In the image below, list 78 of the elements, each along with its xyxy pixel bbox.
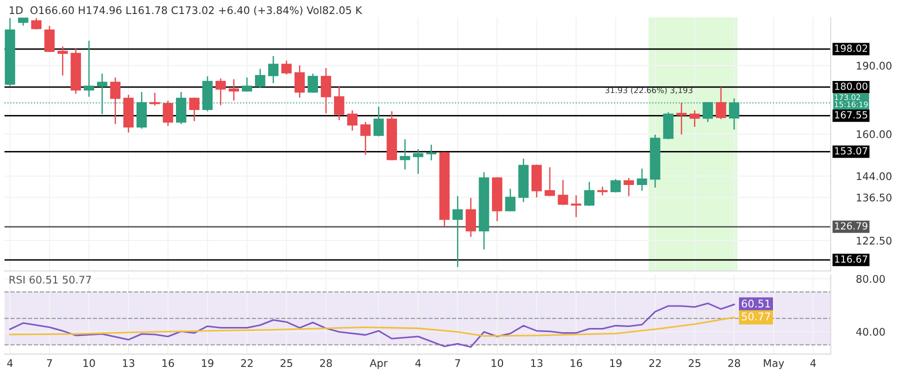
line-series [9,316,735,337]
candlestick [347,110,358,132]
candlestick [624,177,634,197]
x-tick-label: 4 [810,359,816,367]
candlestick [400,138,410,170]
candlestick [254,68,266,88]
x-tick-label: 10 [84,359,95,368]
x-tick-label: 25 [688,359,700,368]
candlestick [636,168,648,192]
y-tick-label: 144.00 [856,172,892,180]
candlestick [294,64,305,98]
candlestick [412,148,424,174]
candlestick [334,86,344,121]
x-tick-label: 16 [570,359,582,368]
ref-line-label: 116.67 [835,255,868,263]
x-tick-label: May [764,359,784,370]
y-tick-label: 122.50 [856,236,892,245]
x-tick-label: 13 [531,359,542,368]
candlestick [360,121,371,156]
annotation: RSI 60.51 50.77 [10,276,91,284]
candlestick [570,194,582,218]
chart-title: 1D O166.60 H174.96 L161.78 C173.02 +6.40 (+3.84%) Vol82.05 K [10,6,362,16]
x-tick-label: 13 [123,359,134,368]
x-tick-label: 4 [7,359,13,367]
ref-line-label: 180.00 [835,82,868,90]
y-tick-label: 190.00 [856,62,892,70]
candlestick [242,76,252,92]
candlestick [281,60,292,76]
candlestick [676,102,687,136]
candlestick [426,144,436,161]
x-tick-label: Apr [370,359,388,370]
candlestick [57,46,68,76]
candlestick [584,181,594,207]
x-tick-label: 22 [649,359,661,367]
candlestick [689,110,700,128]
candlestick [150,92,160,106]
ref-line-label: 153.07 [835,147,868,155]
candlestick [505,188,516,212]
ref-line-label: 167.55 [835,111,868,118]
candlestick [320,67,332,114]
y-tick-label: 136.50 [856,194,892,202]
candlestick [84,40,94,98]
ref-line-label: 198.02 [835,44,868,52]
candlestick [189,97,200,122]
x-tick-label: 7 [455,359,460,367]
x-tick-label: 10 [492,359,504,368]
candlestick [716,86,726,120]
annotation: 31.93 (22.66%) 3,193 [605,86,692,94]
candlestick [558,179,568,206]
candlestick [44,25,55,53]
data-label: 50.77 [742,312,770,320]
candlestick [610,178,621,194]
candlestick [373,106,384,137]
candlestick [268,55,278,84]
y-tick-label: 40.00 [856,328,885,336]
y-tick-label: 160.00 [856,130,892,138]
x-tick-label: 19 [610,359,622,368]
candlestick [31,18,42,30]
data-label: 60.51 [742,300,770,308]
candlestick [110,76,120,125]
x-tick-label: 16 [162,359,174,368]
candlestick [466,197,476,238]
ref-line-label: 126.79 [835,222,868,230]
x-tick-label: 19 [202,359,214,368]
x-tick-label: 22 [241,359,253,367]
candlestick [544,166,555,197]
candlestick [215,78,226,106]
x-tick-label: 28 [320,359,332,368]
line-series [9,302,735,348]
x-tick-label: 28 [728,359,740,368]
candlestick [308,72,318,94]
x-tick-label: 7 [47,359,52,367]
candlestick [228,78,239,102]
y-tick-label: 80.00 [856,274,885,283]
x-tick-label: 25 [280,359,292,368]
x-tick-label: 4 [415,359,421,367]
candlestick [452,196,463,268]
candlestick [162,100,174,127]
